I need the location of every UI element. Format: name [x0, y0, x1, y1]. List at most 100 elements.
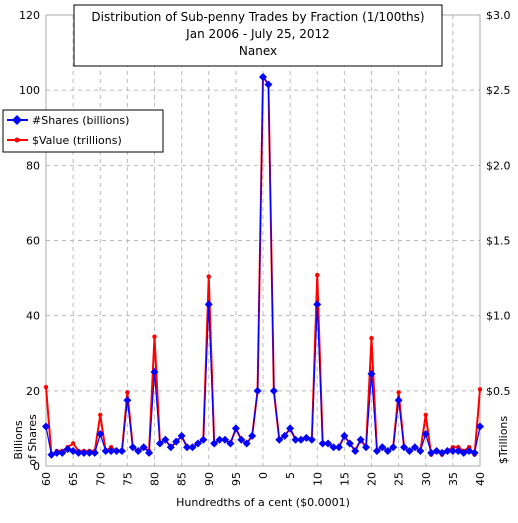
shares-series-point	[400, 443, 409, 452]
shares-series-point	[340, 431, 349, 440]
shares-series-point	[313, 300, 322, 309]
shares-series-point	[394, 396, 403, 405]
shares-series-point	[90, 448, 99, 457]
shares-series-point	[356, 435, 365, 444]
y-axis-title-line1: Billions	[12, 420, 25, 459]
shares-series-point	[231, 424, 240, 433]
value-series-point	[70, 441, 76, 446]
value-series-point	[125, 390, 130, 395]
shares-series-point	[367, 369, 376, 378]
shares-series-point	[372, 446, 381, 455]
shares-series-point	[128, 443, 137, 452]
y-tick-label: 40	[26, 310, 40, 323]
value-series-point	[423, 412, 428, 418]
x-tick-label: 15	[338, 472, 351, 486]
shares-series-point	[74, 448, 83, 457]
x-tick-label: 65	[67, 472, 80, 486]
shares-series-point	[242, 439, 251, 448]
y2-axis-title: $Trillions	[497, 416, 510, 465]
x-tick-label: 35	[447, 472, 460, 486]
shares-series-point	[123, 396, 132, 405]
shares-series-point	[52, 448, 61, 457]
shares-series-point	[117, 446, 126, 455]
shares-series-point	[416, 446, 425, 455]
y-tick-label: 60	[26, 235, 40, 248]
shares-series-point	[378, 443, 387, 452]
shares-series-point	[345, 439, 354, 448]
shares-series-point	[362, 443, 371, 452]
y-tick-label: 0	[33, 460, 40, 473]
shares-series-point	[210, 439, 219, 448]
y2-tick-label: $2.0	[486, 159, 511, 172]
shares-series-point	[476, 422, 484, 431]
y2-tick-label: $3.0	[486, 9, 511, 22]
shares-series-point	[324, 439, 333, 448]
value-series-point	[206, 274, 211, 279]
value-series-point	[315, 272, 320, 278]
shares-series-point	[101, 446, 110, 455]
title-box	[73, 4, 443, 67]
value-series-point	[43, 384, 49, 390]
x-tick-label: 0	[257, 472, 270, 479]
shares-series-point	[448, 446, 457, 455]
shares-series-point	[237, 435, 246, 444]
x-tick-label: 95	[230, 472, 243, 486]
shares-series-point	[150, 368, 159, 377]
y2-tick-label: $1.0	[486, 310, 511, 323]
shares-series-point	[351, 446, 360, 455]
shares-series-point	[318, 439, 327, 448]
value-series-point	[98, 412, 103, 418]
shares-series-point	[107, 446, 116, 455]
shares-series-point	[410, 443, 419, 452]
shares-series-point	[389, 443, 398, 452]
x-tick-label: 5	[284, 472, 297, 479]
shares-series-point	[215, 435, 224, 444]
shares-series-point	[58, 448, 67, 457]
x-tick-label: 30	[420, 472, 433, 486]
x-tick-label: 75	[121, 472, 134, 486]
shares-series-point	[188, 443, 197, 452]
x-tick-label: 70	[94, 472, 107, 486]
legend-value-marker	[14, 137, 20, 143]
legend: #Shares (billions) $Value (trillions)	[2, 109, 164, 153]
shares-series-point	[286, 424, 295, 433]
shares-series-point	[264, 80, 273, 89]
legend-box	[2, 109, 164, 153]
shares-series-point	[383, 446, 392, 455]
shares-series-point	[334, 443, 343, 452]
chart-title: Distribution of Sub-penny Trades by Frac…	[91, 10, 424, 24]
legend-value-label: $Value (trillions)	[32, 134, 122, 147]
shares-series-point	[307, 435, 316, 444]
value-series-point	[152, 334, 157, 339]
y2-tick-label: $2.5	[486, 84, 511, 97]
shares-series-point	[166, 443, 175, 452]
shares-series-point	[42, 422, 50, 431]
x-tick-label: 85	[176, 472, 189, 486]
x-tick-label: 20	[366, 472, 379, 486]
title-block: Distribution of Sub-penny Trades by Frac…	[73, 4, 443, 67]
shares-series-point	[96, 430, 105, 439]
series-layer	[42, 73, 484, 459]
x-tick-label: 60	[40, 472, 53, 486]
shares-series-point	[145, 448, 154, 457]
shares-series-point	[112, 446, 121, 455]
y-tick-label: 100	[19, 84, 40, 97]
value-series-point	[369, 336, 374, 341]
chart-subtitle: Jan 2006 - July 25, 2012	[185, 27, 330, 41]
x-tick-label: 25	[393, 472, 406, 486]
shares-series-point	[443, 446, 452, 455]
shares-series-point	[155, 439, 164, 448]
legend-shares-marker	[12, 115, 22, 125]
y-tick-label: 20	[26, 385, 40, 398]
shares-series-point	[172, 437, 181, 446]
shares-series-point	[470, 448, 479, 457]
shares-series-point	[253, 386, 262, 395]
x-tick-label: 80	[149, 472, 162, 486]
shares-series-point	[280, 431, 289, 440]
shares-series-point	[79, 448, 88, 457]
value-series-point	[477, 387, 483, 392]
shares-series-point	[269, 386, 278, 395]
